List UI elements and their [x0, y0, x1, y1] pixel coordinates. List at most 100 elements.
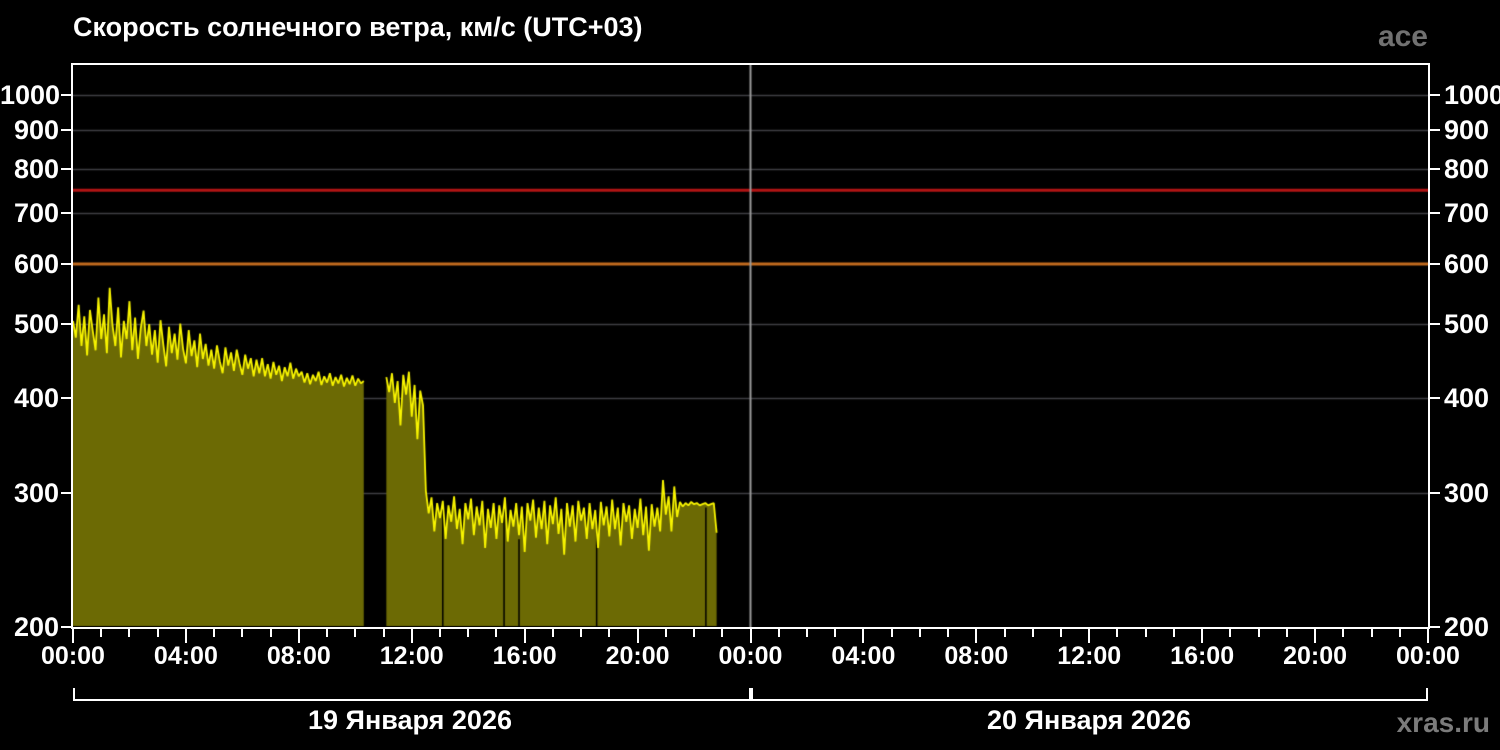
- x-tick-minor: [834, 629, 837, 637]
- chart-title: Скорость солнечного ветра, км/с (UTC+03): [73, 12, 643, 42]
- y-axis-label-right: 900: [1444, 114, 1490, 145]
- x-axis-label: 20:00: [605, 642, 670, 670]
- y-axis-label-right: 700: [1444, 197, 1490, 228]
- x-tick-minor: [354, 629, 357, 637]
- x-tick-minor: [1172, 629, 1175, 637]
- x-axis-label: 12:00: [379, 642, 444, 670]
- x-tick-minor: [1370, 629, 1373, 637]
- x-axis-label: 16:00: [1170, 642, 1235, 670]
- x-tick-minor: [241, 629, 244, 637]
- y-tick-right: [1430, 128, 1440, 131]
- y-axis-label-right: 300: [1444, 477, 1490, 508]
- x-axis-label: 16:00: [492, 642, 557, 670]
- x-tick-minor: [1229, 629, 1232, 637]
- x-tick-minor: [1060, 629, 1063, 637]
- x-tick-major: [1427, 629, 1429, 643]
- x-tick-major: [749, 629, 752, 643]
- y-tick-right: [1430, 167, 1440, 170]
- y-tick-right: [1430, 211, 1440, 214]
- x-tick-minor: [100, 629, 103, 637]
- y-axis-label-left: 700: [13, 197, 59, 228]
- date-bracket: [750, 699, 1428, 701]
- x-tick-major: [862, 629, 865, 643]
- x-tick-minor: [805, 629, 808, 637]
- x-tick-major: [523, 629, 526, 643]
- x-tick-minor: [551, 629, 554, 637]
- x-tick-minor: [1031, 629, 1034, 637]
- date-label-day1: 19 Января 2026: [308, 705, 512, 735]
- x-tick-major: [72, 629, 74, 643]
- satellite-label: ace: [1377, 20, 1428, 53]
- x-tick-minor: [1116, 629, 1119, 637]
- y-tick-left: [61, 262, 71, 265]
- x-axis-label: 00:00: [718, 642, 783, 670]
- plot-area: [71, 63, 1430, 629]
- x-tick-major: [975, 629, 978, 643]
- x-tick-minor: [438, 629, 441, 637]
- x-tick-minor: [1398, 629, 1401, 637]
- x-tick-minor: [777, 629, 780, 637]
- watermark: xras.ru: [1396, 707, 1490, 738]
- x-tick-minor: [495, 629, 498, 637]
- x-axis-label: 20:00: [1283, 642, 1348, 670]
- date-bracket: [73, 699, 751, 701]
- x-tick-minor: [664, 629, 667, 637]
- x-axis-label: 04:00: [153, 642, 218, 670]
- x-tick-minor: [269, 629, 272, 637]
- y-tick-left: [61, 94, 71, 97]
- date-label-day2: 20 Января 2026: [987, 705, 1191, 735]
- x-tick-minor: [1342, 629, 1345, 637]
- date-bracket-end: [1426, 688, 1428, 701]
- y-axis-label-left: 200: [13, 612, 59, 642]
- chart-canvas: [73, 65, 1428, 627]
- x-tick-major: [410, 629, 413, 643]
- y-tick-left: [61, 167, 71, 170]
- date-bracket-end: [750, 688, 753, 701]
- y-axis-label-left: 600: [13, 248, 59, 279]
- x-tick-minor: [608, 629, 611, 637]
- x-tick-minor: [156, 629, 159, 637]
- x-axis-label: 12:00: [1057, 642, 1122, 670]
- x-tick-minor: [213, 629, 216, 637]
- x-tick-minor: [580, 629, 583, 637]
- x-axis-label: 00:00: [41, 642, 105, 670]
- x-tick-minor: [467, 629, 470, 637]
- y-tick-left: [61, 211, 71, 214]
- y-tick-left: [61, 491, 71, 494]
- x-tick-minor: [1257, 629, 1260, 637]
- y-axis-label-left: 900: [13, 114, 59, 145]
- y-tick-right: [1430, 323, 1440, 326]
- y-axis-label-right: 400: [1444, 382, 1490, 413]
- x-tick-minor: [947, 629, 950, 637]
- x-tick-minor: [326, 629, 329, 637]
- y-axis-label-left: 800: [13, 153, 59, 184]
- x-tick-minor: [1144, 629, 1147, 637]
- x-tick-major: [1201, 629, 1204, 643]
- x-axis-label: 04:00: [831, 642, 896, 670]
- x-tick-minor: [1285, 629, 1288, 637]
- x-tick-minor: [128, 629, 131, 637]
- y-tick-left: [61, 396, 71, 399]
- date-bracket-end: [748, 688, 751, 701]
- y-tick-right: [1430, 262, 1440, 265]
- y-axis-label-left: 400: [13, 382, 59, 413]
- x-axis-label: 08:00: [944, 642, 1009, 670]
- x-tick-minor: [382, 629, 385, 637]
- y-tick-right: [1430, 396, 1440, 399]
- x-tick-minor: [1003, 629, 1006, 637]
- x-tick-minor: [721, 629, 724, 637]
- x-tick-minor: [918, 629, 921, 637]
- x-tick-major: [636, 629, 639, 643]
- x-axis-label: 08:00: [266, 642, 331, 670]
- x-tick-major: [1088, 629, 1091, 643]
- y-tick-left: [61, 626, 71, 628]
- y-axis-label-right: 600: [1444, 248, 1490, 279]
- y-axis-label-left: 300: [13, 477, 59, 508]
- x-tick-major: [1314, 629, 1317, 643]
- y-axis-label-right: 800: [1444, 153, 1490, 184]
- x-tick-minor: [890, 629, 893, 637]
- x-tick-minor: [693, 629, 696, 637]
- y-axis-label-right: 500: [1444, 309, 1490, 340]
- y-tick-left: [61, 128, 71, 131]
